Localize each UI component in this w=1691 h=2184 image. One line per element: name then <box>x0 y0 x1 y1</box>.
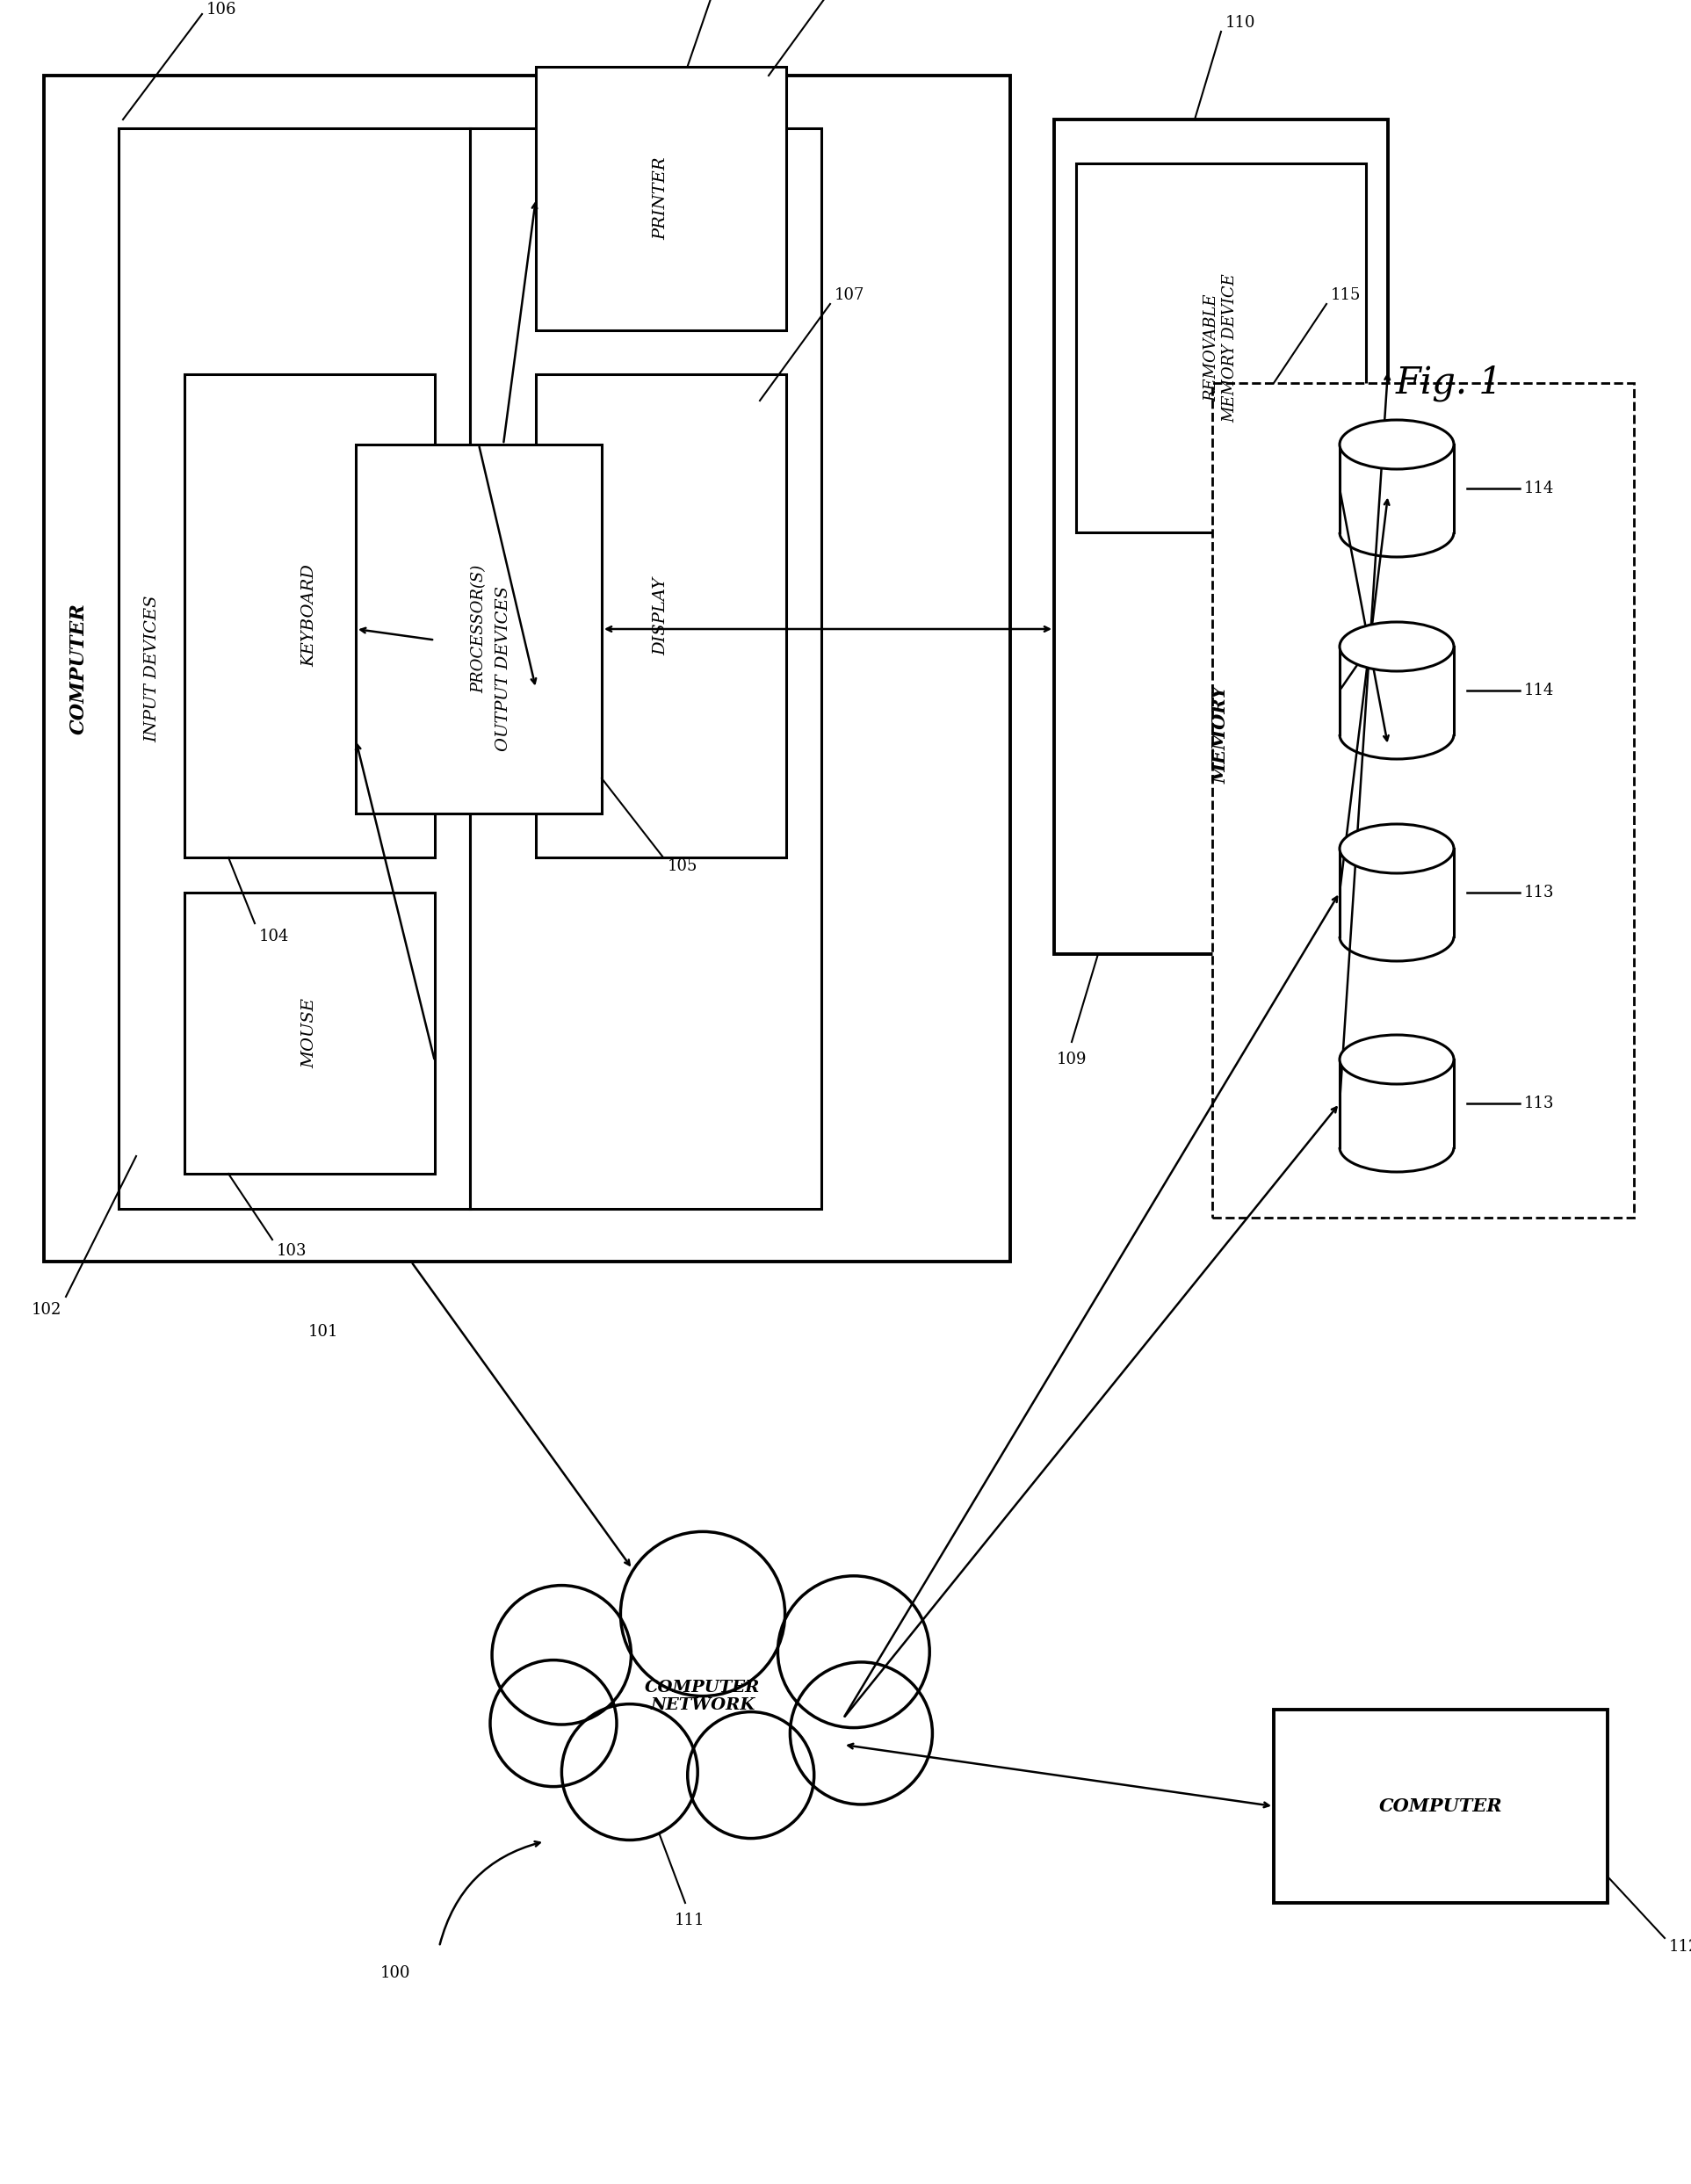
Text: 100: 100 <box>380 1966 411 1981</box>
Ellipse shape <box>1339 823 1454 874</box>
Text: 114: 114 <box>1524 480 1554 496</box>
Text: MOUSE: MOUSE <box>301 998 318 1068</box>
Circle shape <box>778 1577 930 1728</box>
Circle shape <box>621 1531 785 1697</box>
Bar <box>44 76 1010 1262</box>
Circle shape <box>790 1662 932 1804</box>
Text: PROCESSOR(S): PROCESSOR(S) <box>470 566 487 692</box>
Text: COMPUTER
NETWORK: COMPUTER NETWORK <box>644 1679 761 1714</box>
Ellipse shape <box>1339 419 1454 470</box>
Text: KEYBOARD: KEYBOARD <box>301 563 318 666</box>
Bar <box>536 373 786 858</box>
Text: COMPUTER: COMPUTER <box>1378 1797 1502 1815</box>
Bar <box>1339 850 1454 937</box>
Bar <box>470 129 822 1208</box>
Bar <box>184 893 435 1173</box>
Text: 109: 109 <box>1057 1051 1087 1068</box>
Text: 110: 110 <box>1226 15 1256 31</box>
Bar <box>536 68 786 330</box>
Text: 115: 115 <box>1331 288 1361 304</box>
Circle shape <box>607 1605 798 1795</box>
Text: DISPLAY: DISPLAY <box>653 577 670 655</box>
Text: 113: 113 <box>1524 1096 1554 1112</box>
Circle shape <box>561 1704 698 1841</box>
Text: PRINTER: PRINTER <box>653 157 670 240</box>
Bar <box>1053 120 1388 954</box>
Text: 111: 111 <box>675 1913 705 1928</box>
Text: 114: 114 <box>1524 684 1554 699</box>
Bar <box>118 129 470 1208</box>
Text: 105: 105 <box>668 858 698 874</box>
Circle shape <box>688 1712 813 1839</box>
Bar <box>1212 382 1634 1219</box>
Text: REMOVABLE
MEMORY DEVICE: REMOVABLE MEMORY DEVICE <box>1204 273 1238 422</box>
Text: 101: 101 <box>308 1324 338 1339</box>
Text: 113: 113 <box>1524 885 1554 900</box>
Text: 112: 112 <box>1669 1939 1691 1955</box>
Text: Fig. 1: Fig. 1 <box>1395 365 1503 402</box>
Bar <box>1075 164 1366 533</box>
Text: MEMORY: MEMORY <box>1212 686 1229 784</box>
Bar <box>355 446 602 812</box>
Circle shape <box>492 1586 631 1725</box>
Ellipse shape <box>1339 1035 1454 1083</box>
Ellipse shape <box>1339 622 1454 670</box>
Circle shape <box>490 1660 617 1787</box>
Text: OUTPUT DEVICES: OUTPUT DEVICES <box>495 585 511 751</box>
Text: 103: 103 <box>277 1243 308 1258</box>
Bar <box>1339 446 1454 533</box>
Text: 106: 106 <box>206 2 237 17</box>
Text: 107: 107 <box>835 288 864 304</box>
Text: INPUT DEVICES: INPUT DEVICES <box>144 594 161 743</box>
Bar <box>184 373 435 858</box>
Text: 102: 102 <box>32 1302 61 1317</box>
Bar <box>1339 646 1454 734</box>
Bar <box>1273 1710 1608 1902</box>
Bar <box>1339 1059 1454 1147</box>
Text: COMPUTER: COMPUTER <box>69 603 88 734</box>
Text: 104: 104 <box>259 928 289 943</box>
